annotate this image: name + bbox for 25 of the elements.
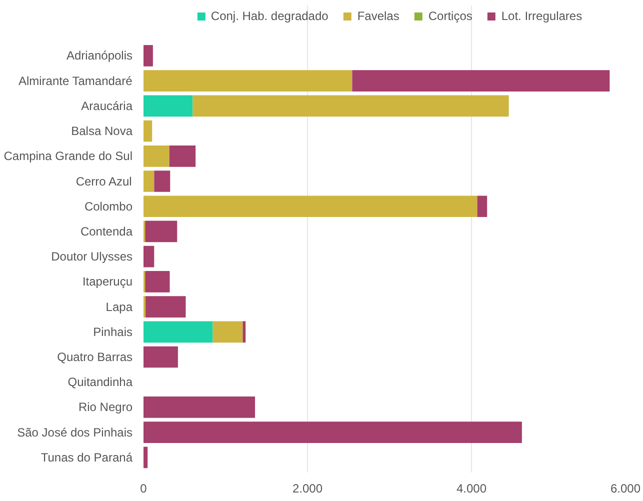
y-tick-label: Quatro Barras (57, 350, 133, 364)
y-tick-label: Itaperuçu (82, 274, 133, 289)
x-tick-label: 6.000 (610, 482, 641, 496)
y-tick-label: Lapa (106, 300, 133, 314)
y-tick-label: São José dos Pinhais (17, 425, 132, 440)
legend-label: Favelas (357, 9, 400, 23)
y-tick-label: Adrianópolis (66, 48, 133, 63)
x-tick-label: 2.000 (292, 482, 323, 496)
y-tick-label: Tunas do Paraná (40, 450, 133, 464)
y-tick-label: Araucária (81, 98, 133, 113)
y-tick-label: Campina Grande do Sul (4, 149, 133, 164)
y-tick-label: Pinhais (93, 324, 132, 339)
y-tick-label: Balsa Nova (71, 124, 133, 138)
x-tick-label: 4.000 (456, 482, 487, 496)
y-tick-label: Quitandinha (68, 375, 133, 390)
legend-label: Cortiços (428, 9, 472, 23)
y-tick-label: Doutor Ulysses (51, 250, 132, 264)
legend-label: Conj. Hab. degradado (210, 9, 328, 23)
y-tick-label: Contenda (80, 224, 133, 238)
y-tick-label: Almirante Tamandaré (18, 74, 133, 88)
y-tick-label: Cerro Azul (76, 174, 132, 188)
x-tick-label: 0 (140, 482, 148, 496)
y-tick-label: Rio Negro (78, 400, 133, 414)
legend-label: Lot. Irregulares (501, 9, 582, 23)
y-tick-label: Colombo (84, 199, 133, 214)
